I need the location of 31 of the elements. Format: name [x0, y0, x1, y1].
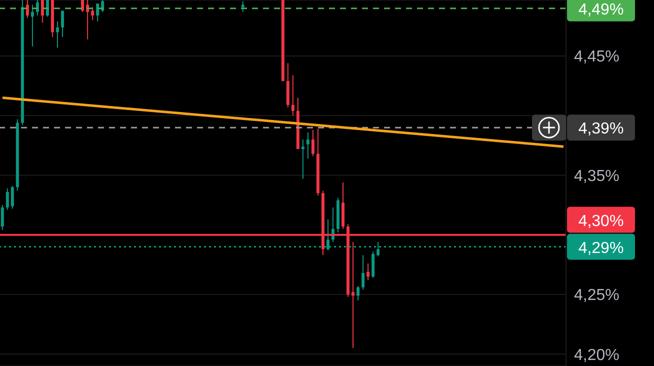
- candlestick: [366, 262, 370, 281]
- candlestick: [356, 286, 360, 301]
- candlestick: [286, 62, 290, 108]
- candlestick: [311, 129, 314, 157]
- candlestick: [342, 182, 345, 230]
- candlestick: [96, 3, 100, 22]
- ref-line-label: 4,29%: [578, 240, 624, 257]
- candlestick: [362, 254, 365, 290]
- candlestick: [46, 0, 49, 18]
- y-tick-label: 4,45%: [574, 48, 620, 66]
- candlestick: [352, 242, 355, 349]
- candlestick: [91, 6, 94, 21]
- y-tick-label: 4,25%: [574, 287, 620, 304]
- candlestick: [372, 251, 375, 278]
- candlestick: [291, 74, 294, 116]
- candlestick: [56, 20, 59, 48]
- candlestick: [306, 132, 310, 160]
- candlestick: [61, 10, 64, 38]
- ref-line-label: 4,39%: [578, 120, 624, 138]
- ref-line-label: 4,49%: [578, 1, 624, 18]
- y-tick-label: 4,20%: [574, 346, 620, 364]
- candlestick: [10, 185, 14, 210]
- candlestick: [40, 0, 44, 24]
- candlestick: [6, 188, 9, 210]
- candlestick: [26, 0, 29, 18]
- candlestick: [0, 204, 4, 231]
- candlestick: [301, 138, 304, 180]
- candlestick: [81, 0, 84, 12]
- y-tick-label: 4,35%: [574, 168, 620, 185]
- candlestick: [30, 4, 34, 47]
- ref-line-label: 4,30%: [578, 212, 624, 230]
